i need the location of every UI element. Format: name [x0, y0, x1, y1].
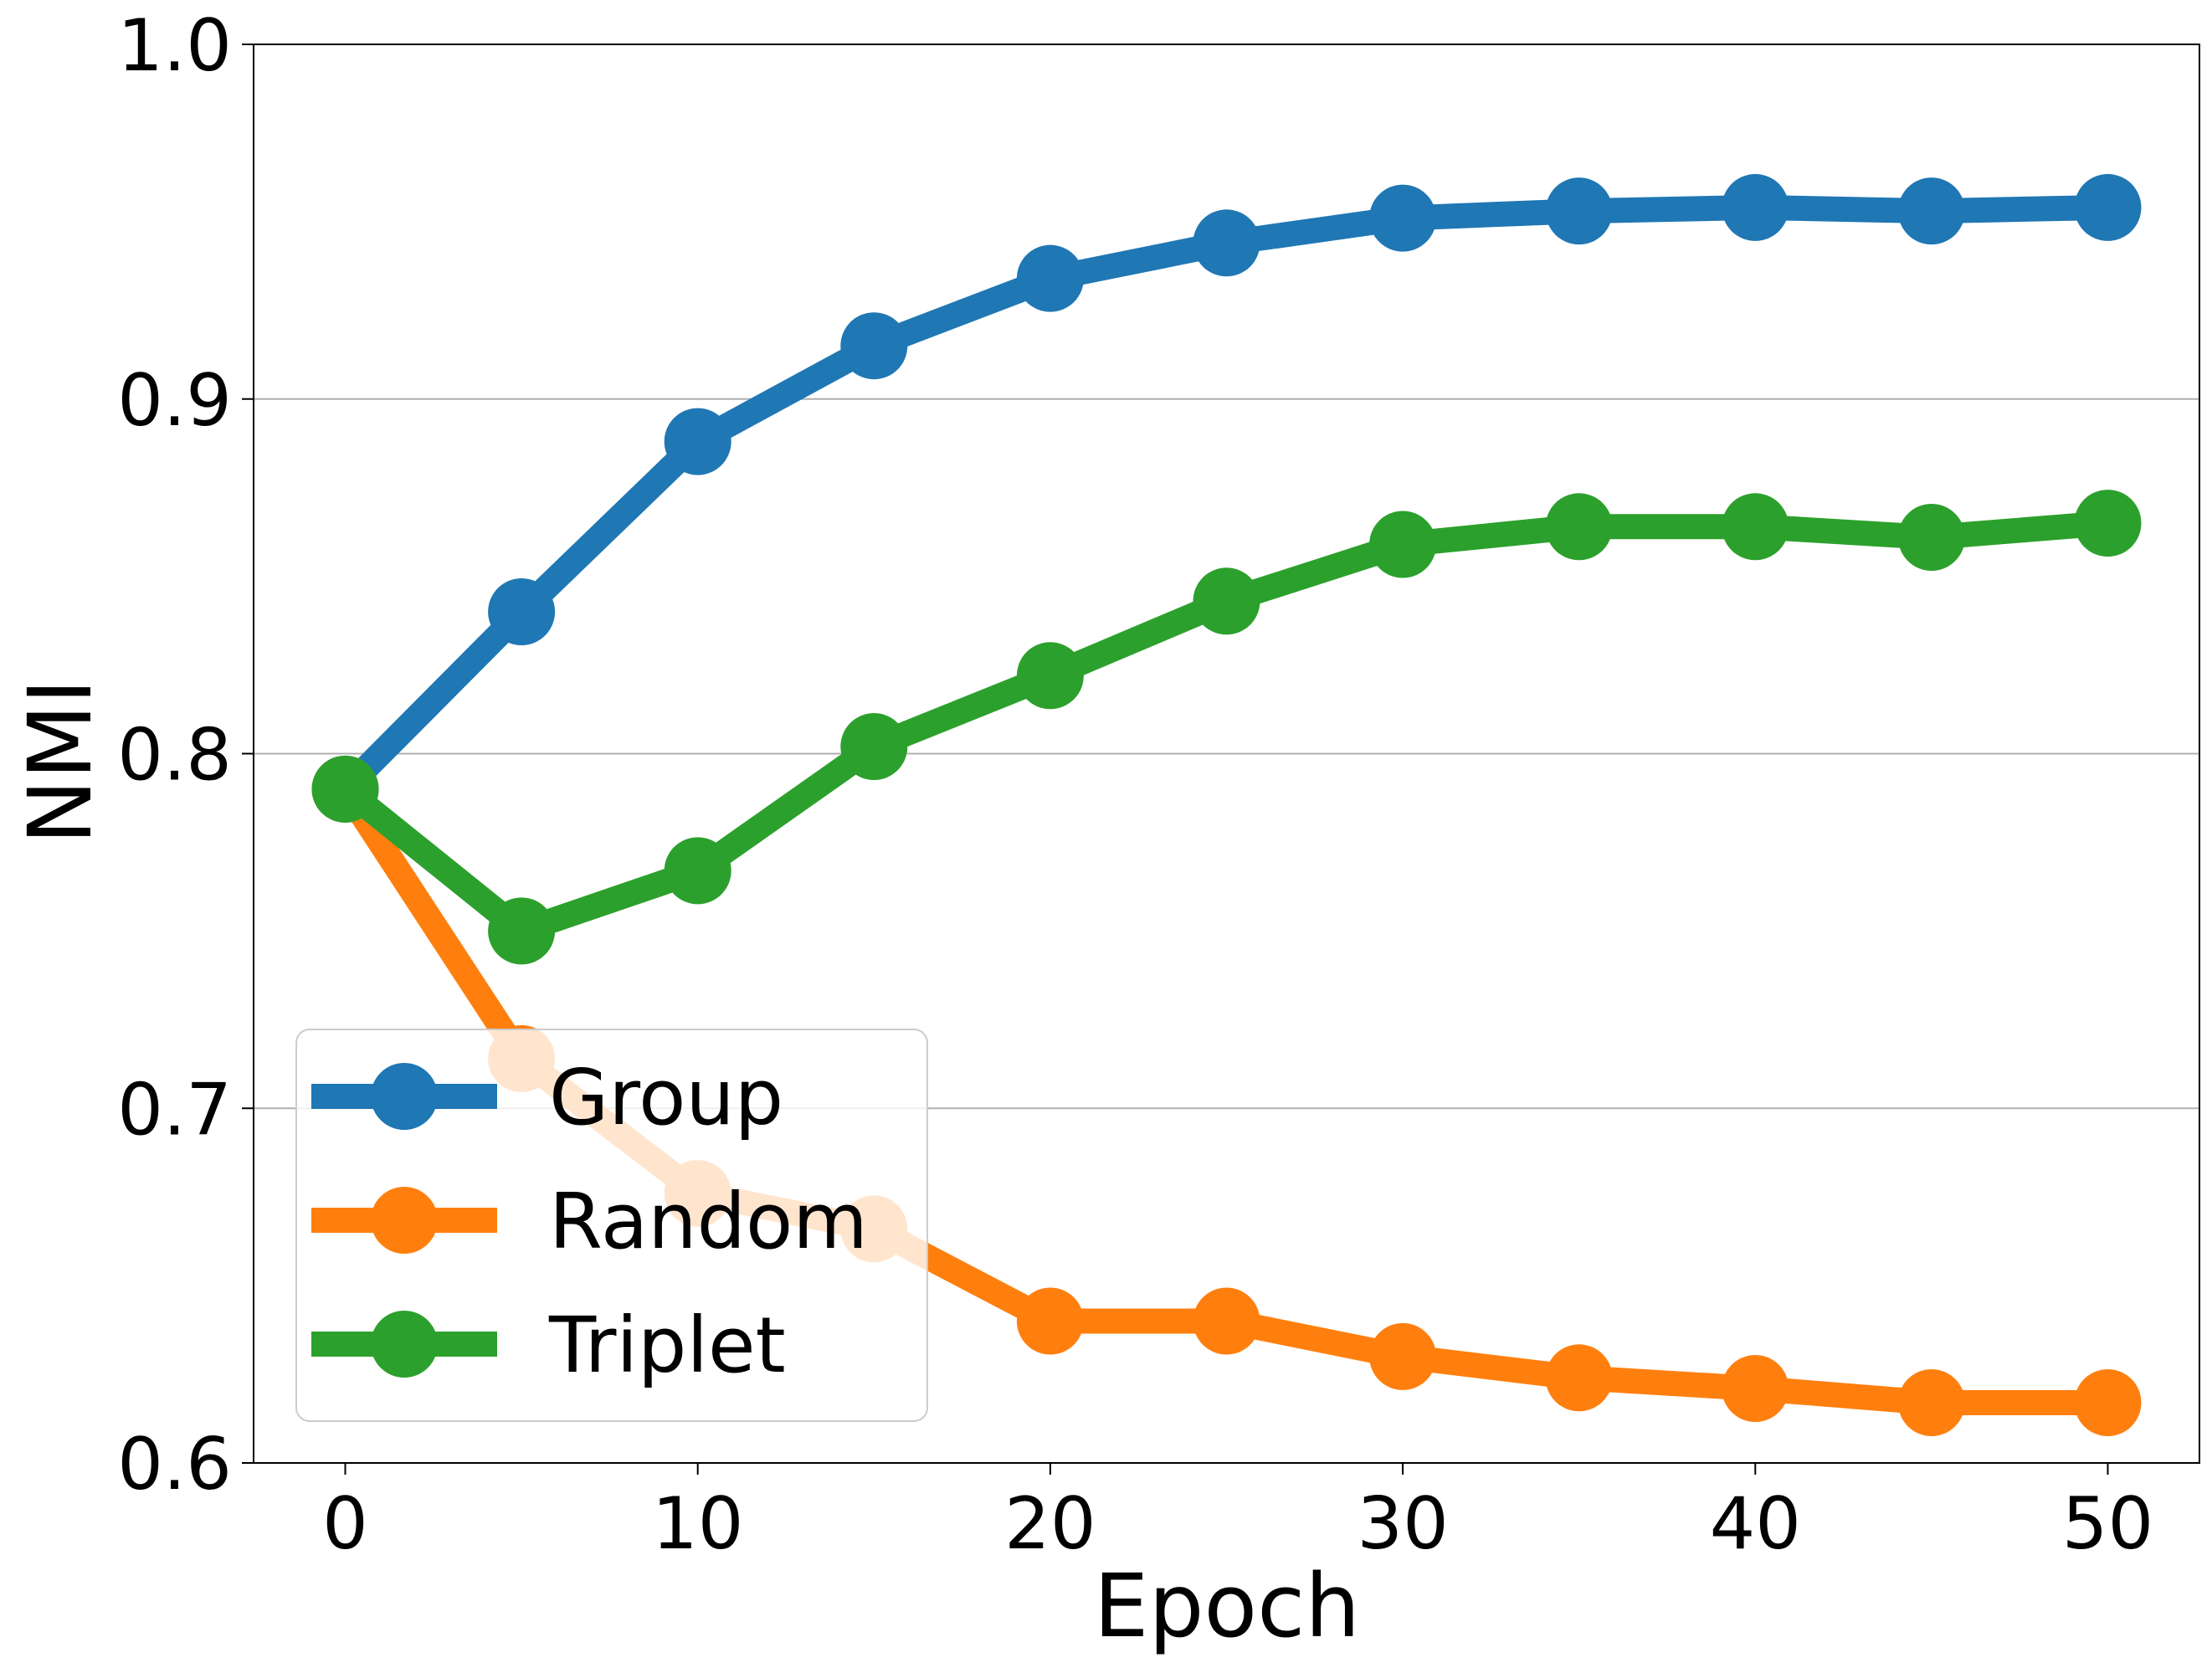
- data-point-random: [1193, 1287, 1260, 1355]
- legend-item-random: Random: [311, 1177, 868, 1266]
- data-point-group: [488, 578, 556, 645]
- x-tick-label: 0: [322, 1482, 368, 1566]
- y-tick-label: 1.0: [117, 4, 232, 88]
- series-group: [311, 173, 2142, 823]
- legend-label-group: Group: [549, 1053, 783, 1142]
- data-point-triplet: [2074, 490, 2142, 557]
- legend-box: [295, 1029, 928, 1422]
- series-layer: [311, 173, 2142, 1436]
- y-axis-label: NMI: [9, 679, 111, 844]
- data-point-random: [1369, 1322, 1437, 1390]
- data-point-random: [1897, 1368, 1965, 1436]
- x-tick-label: 20: [1004, 1482, 1096, 1566]
- x-tick-label: 40: [1710, 1482, 1801, 1566]
- legend-label-random: Random: [549, 1177, 868, 1266]
- data-point-random: [2074, 1368, 2142, 1436]
- legend-swatch-marker: [371, 1187, 438, 1254]
- x-axis-label: Epoch: [1094, 1555, 1360, 1657]
- data-point-triplet: [1897, 504, 1965, 572]
- data-point-triplet: [1193, 567, 1260, 635]
- x-tick-label: 10: [652, 1482, 743, 1566]
- data-point-group: [1545, 177, 1613, 245]
- data-point-random: [1016, 1287, 1084, 1355]
- y-tick-label: 0.8: [117, 714, 232, 798]
- legend-swatch-marker: [371, 1311, 438, 1378]
- x-tick-label: 30: [1357, 1482, 1448, 1566]
- data-point-triplet: [488, 897, 556, 965]
- data-point-triplet: [1545, 493, 1613, 561]
- data-point-triplet: [311, 755, 379, 823]
- data-point-group: [2074, 173, 2142, 241]
- data-point-group: [840, 312, 908, 380]
- legend-item-triplet: Triplet: [311, 1301, 786, 1390]
- legend: Group Random Triplet: [295, 1029, 928, 1422]
- x-tick-label: 50: [2062, 1482, 2153, 1566]
- data-point-group: [664, 408, 731, 475]
- legend-label-triplet: Triplet: [548, 1301, 786, 1390]
- y-tick-label: 0.9: [117, 359, 232, 443]
- data-point-random: [1545, 1344, 1613, 1412]
- data-point-group: [1722, 173, 1789, 241]
- y-tick-label: 0.7: [117, 1068, 232, 1152]
- data-point-group: [1897, 177, 1965, 245]
- data-point-triplet: [1369, 511, 1437, 578]
- legend-swatch-marker: [371, 1063, 438, 1130]
- y-tick-label: 0.6: [117, 1423, 232, 1506]
- data-point-triplet: [664, 837, 731, 905]
- data-point-group: [1369, 184, 1437, 252]
- series-triplet: [311, 490, 2142, 965]
- axis-ticks: 0 10 20 30 40 50 0.6 0.7 0.8 0.9 1.0: [117, 4, 2153, 1566]
- data-point-triplet: [840, 713, 908, 781]
- data-point-triplet: [1016, 642, 1084, 710]
- legend-item-group: Group: [311, 1053, 783, 1142]
- data-point-group: [1016, 244, 1084, 312]
- data-point-triplet: [1722, 493, 1789, 561]
- data-point-group: [1193, 209, 1260, 277]
- data-point-random: [1722, 1355, 1789, 1423]
